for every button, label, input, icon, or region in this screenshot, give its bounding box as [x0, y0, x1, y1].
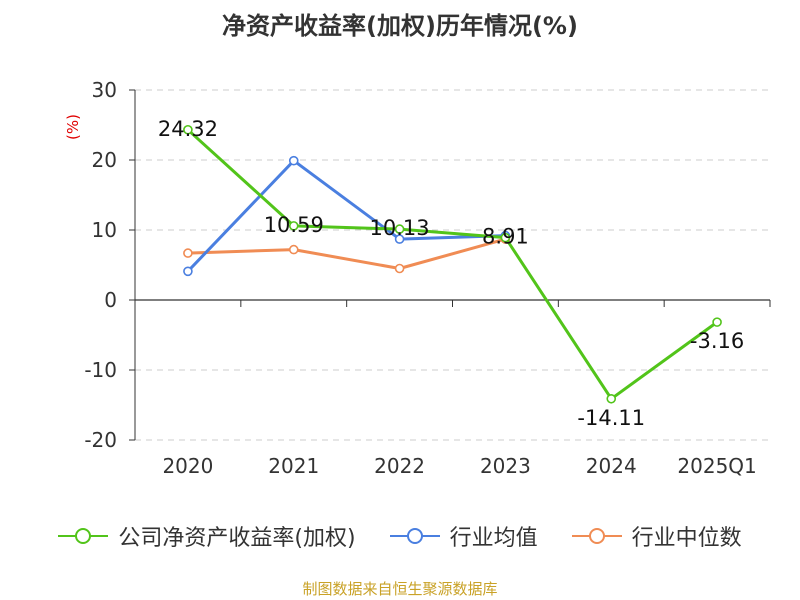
legend-label-industry-mean: 行业均值: [449, 526, 538, 551]
data-point: [394, 263, 405, 274]
legend-item-company[interactable]: 公司净资产收益率(加权): [58, 520, 356, 552]
legend-swatch-blue: [389, 524, 440, 548]
chart-title: 净资产收益率(加权)历年情况(%): [222, 12, 578, 40]
data-source-note: 制图数据来自恒生聚源数据库: [302, 580, 498, 598]
data-point: [288, 244, 299, 255]
y-tick-label: 30: [92, 78, 117, 102]
data-point: [183, 124, 193, 135]
data-label: -3.16: [690, 329, 744, 353]
series-lines: [183, 124, 722, 404]
y-tick-label: -20: [84, 428, 117, 452]
data-point: [183, 266, 193, 277]
data-point: [394, 234, 405, 244]
legend-item-industry-mean[interactable]: 行业均值: [389, 520, 538, 552]
data-labels: 24.32 10.59 10.13 8.91 -14.11 -3.16: [158, 117, 744, 430]
legend: 公司净资产收益率(加权) 行业均值 行业中位数: [0, 520, 800, 552]
x-tick-label: 2024: [586, 454, 637, 478]
data-label: -14.11: [577, 406, 645, 430]
data-label: 24.32: [158, 117, 218, 141]
series-line-0: [186, 128, 718, 401]
y-tick-label: 10: [92, 218, 117, 242]
y-axis-label: (%): [64, 114, 82, 140]
legend-swatch-orange: [571, 524, 622, 548]
y-tick-label: -10: [84, 358, 117, 382]
data-point: [500, 232, 511, 243]
data-point: [183, 248, 193, 258]
y-tick-label: 20: [92, 148, 117, 172]
series-line-1: [186, 159, 506, 273]
legend-label-industry-median: 行业中位数: [631, 526, 742, 551]
legend-item-industry-median[interactable]: 行业中位数: [571, 520, 742, 552]
series-line-2: [187, 237, 506, 270]
data-label: 10.13: [370, 216, 430, 240]
data-point: [288, 155, 299, 166]
data-point: [712, 317, 722, 327]
data-label: 10.59: [264, 213, 324, 237]
x-tick-label: 2023: [480, 454, 531, 478]
x-tick-label: 2020: [162, 454, 213, 478]
legend-label-company: 公司净资产收益率(加权): [118, 526, 356, 551]
x-tick-label: 2022: [374, 454, 425, 478]
data-point: [394, 224, 405, 234]
axes: 30 20 10 0 -10 -20 2020 2021 2022 2023 2024 2025Q1: [84, 78, 771, 478]
legend-swatch-green: [58, 524, 109, 548]
data-point: [288, 221, 299, 231]
x-tick-label: 2021: [268, 454, 319, 478]
data-label: 8.91: [482, 225, 529, 249]
x-tick-label: 2025Q1: [677, 454, 756, 478]
data-point: [606, 393, 617, 404]
y-tick-label: 0: [104, 288, 117, 312]
grid-lines: [135, 89, 770, 441]
